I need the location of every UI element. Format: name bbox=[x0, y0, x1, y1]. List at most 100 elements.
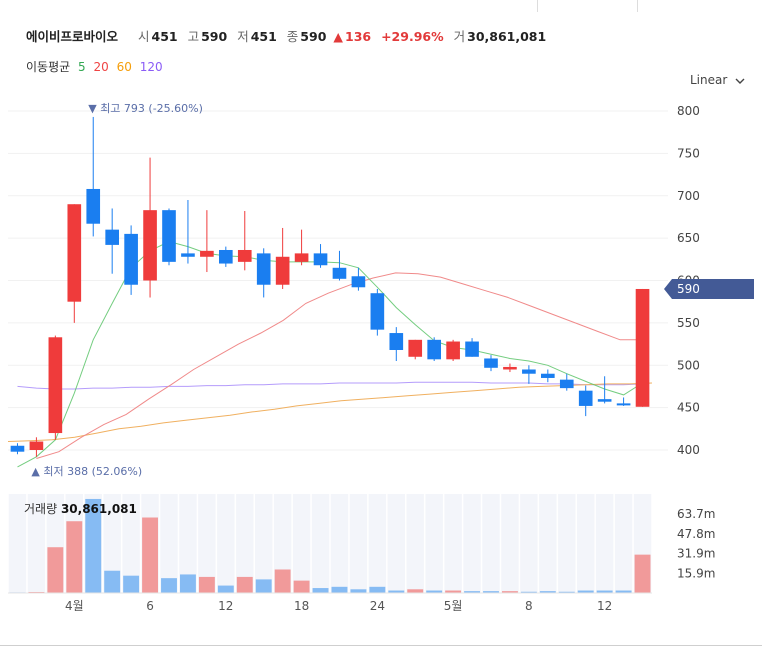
candle-body bbox=[541, 373, 555, 378]
candle-body bbox=[86, 188, 101, 224]
y-tick-label: 400 bbox=[677, 443, 700, 457]
volume-bar bbox=[331, 586, 348, 593]
volume-bg-column bbox=[444, 494, 462, 593]
volume-tick-label: 47.8m bbox=[677, 527, 715, 541]
close-value: 590 bbox=[300, 29, 327, 44]
close-label: 종 bbox=[286, 29, 299, 44]
candle-body bbox=[237, 249, 252, 262]
volume-bar bbox=[483, 591, 499, 593]
volume-value: 30,861,081 bbox=[467, 29, 547, 44]
candle-body bbox=[616, 403, 631, 406]
candle-body bbox=[294, 253, 309, 262]
open-label: 시 bbox=[138, 29, 150, 44]
volume-bg-column bbox=[292, 494, 311, 593]
candle-body bbox=[200, 250, 214, 257]
volume-label: 거 bbox=[453, 29, 466, 44]
moving-average-legend[interactable]: 이동평균 5 20 60 120 bbox=[26, 58, 167, 75]
ma60-line bbox=[7, 382, 653, 442]
volume-bg-column bbox=[387, 494, 406, 593]
volume-tick-label: 31.9m bbox=[677, 547, 715, 561]
ma-120-label: 120 bbox=[139, 60, 163, 74]
volume-bg-column bbox=[179, 494, 197, 593]
ma120-line bbox=[17, 381, 643, 390]
volume-bar bbox=[236, 576, 253, 593]
candle-body bbox=[503, 366, 517, 370]
volume-bg-column bbox=[463, 494, 481, 593]
high-value: 590 bbox=[201, 29, 228, 44]
last-price-label: 590 bbox=[677, 282, 700, 296]
volume-tick-label: 63.7m bbox=[677, 507, 715, 521]
volume-bg-column bbox=[103, 494, 121, 593]
volume-bg-column bbox=[558, 494, 576, 593]
volume-bg-column bbox=[406, 494, 424, 593]
candle-body bbox=[313, 253, 328, 266]
volume-bg-column bbox=[236, 494, 254, 593]
x-tick-label: 6 bbox=[146, 599, 154, 613]
volume-bg-column bbox=[501, 494, 519, 593]
candle-body bbox=[522, 369, 536, 374]
volume-bar bbox=[558, 591, 575, 593]
candle-body bbox=[578, 390, 593, 406]
volume-bg-column bbox=[520, 494, 538, 593]
scale-selector[interactable]: Linear bbox=[690, 73, 745, 87]
volume-total: 30,861,081 bbox=[60, 502, 137, 516]
y-tick-label: 650 bbox=[677, 231, 700, 245]
candle-body bbox=[67, 204, 82, 302]
toolbar-divider bbox=[537, 0, 538, 12]
candle-body bbox=[389, 333, 404, 350]
volume-bg-column bbox=[311, 494, 330, 593]
volume-bar bbox=[274, 569, 291, 593]
candle-body bbox=[29, 441, 44, 450]
volume-bg-column bbox=[8, 494, 27, 593]
toolbar-divider bbox=[637, 0, 638, 12]
y-tick-label: 500 bbox=[677, 358, 700, 372]
volume-bar bbox=[293, 580, 310, 593]
volume-bg-column bbox=[198, 494, 216, 593]
candle-body bbox=[181, 253, 195, 257]
ma-5-label: 5 bbox=[78, 60, 86, 74]
candle-body bbox=[559, 379, 574, 389]
volume-bar bbox=[85, 498, 102, 593]
x-tick-label: 24 bbox=[370, 599, 385, 613]
x-tick-label: 18 bbox=[294, 599, 309, 613]
volume-bar bbox=[217, 585, 234, 593]
low-value: 451 bbox=[250, 29, 277, 44]
scale-label: Linear bbox=[690, 73, 728, 87]
volume-bar bbox=[445, 590, 462, 593]
y-tick-label: 450 bbox=[677, 401, 700, 415]
bottom-divider bbox=[0, 645, 762, 646]
volume-bar bbox=[255, 579, 272, 593]
open-value: 451 bbox=[151, 29, 178, 44]
volume-bar bbox=[123, 575, 140, 593]
last-price-tag bbox=[664, 278, 754, 299]
volume-bg-column bbox=[330, 494, 349, 593]
candle-body bbox=[370, 293, 385, 330]
candle-body bbox=[275, 256, 290, 285]
volume-bg-column bbox=[27, 494, 46, 593]
ma20-line bbox=[36, 272, 643, 459]
volume-bg-column bbox=[576, 494, 595, 593]
x-tick-label: 4월 bbox=[65, 599, 84, 613]
y-tick-label: 800 bbox=[677, 104, 700, 118]
volume-bg-column bbox=[368, 494, 387, 593]
high-label: 고 bbox=[187, 29, 200, 44]
volume-bg-column bbox=[482, 494, 500, 593]
volume-bar bbox=[198, 576, 215, 593]
change-percent: +29.96% bbox=[381, 29, 444, 44]
volume-bar bbox=[596, 590, 613, 593]
candle-body bbox=[48, 337, 63, 434]
candle-body bbox=[124, 233, 138, 285]
candle-body bbox=[408, 339, 423, 357]
volume-title-label: 거래량 bbox=[24, 502, 58, 516]
change-value: 136 bbox=[345, 29, 372, 44]
volume-bg-column bbox=[425, 494, 443, 593]
x-tick-label: 12 bbox=[218, 599, 233, 613]
volume-bar bbox=[501, 591, 518, 593]
volume-bg-column bbox=[160, 494, 178, 593]
stock-header: 에이비프로바이오 시 451 고 590 저 451 종 590 ▲ 136 +29.96… bbox=[26, 26, 546, 45]
ma5-line bbox=[17, 240, 643, 468]
chevron-down-icon bbox=[735, 78, 745, 84]
volume-bar bbox=[388, 590, 405, 593]
volume-bg-column bbox=[539, 494, 557, 593]
